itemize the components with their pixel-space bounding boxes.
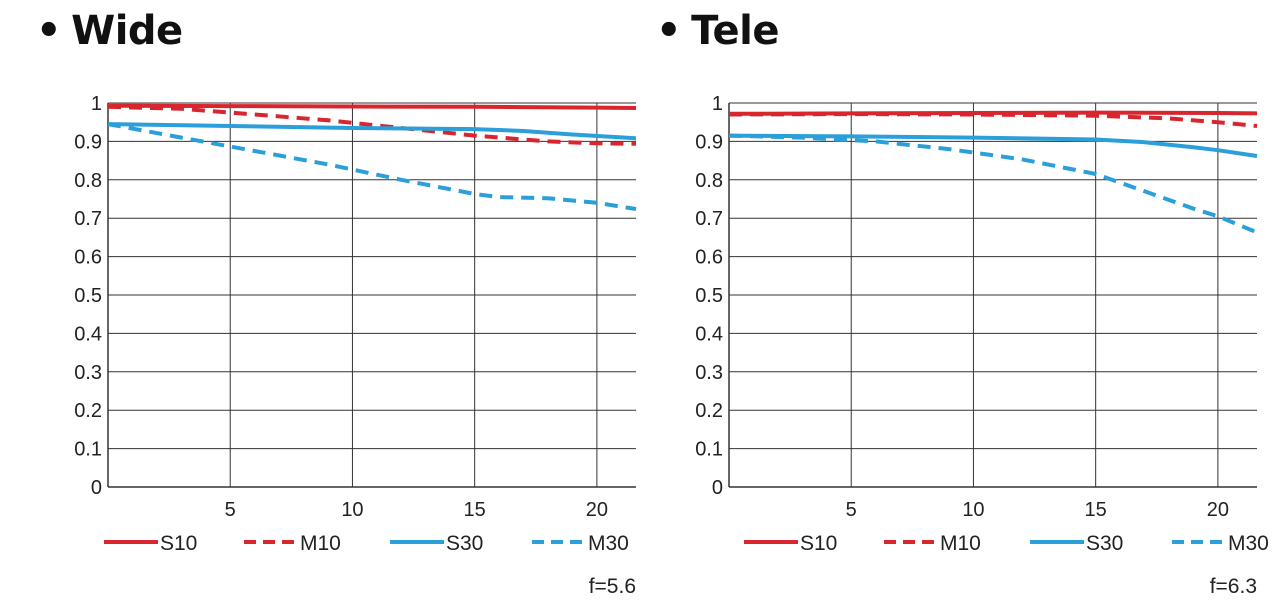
series-line-s10: [728, 110, 1258, 116]
y-tick-label: 0.5: [74, 285, 102, 307]
y-tick-label: 0.2: [695, 400, 723, 422]
tele-title-text: Tele: [691, 8, 780, 54]
x-tick-label: 20: [1207, 499, 1229, 521]
tele-panel: • Tele 0 0.1 0.2 0.3 0.4 0.5 0.6 0.7 0.8 0.9 1 5 10 15…: [640, 0, 1280, 612]
legend-label-s30: S30: [1086, 532, 1123, 555]
y-tick-label: 0.8: [74, 170, 102, 192]
y-tick-label: 0.3: [74, 362, 102, 384]
x-tick-label: 15: [464, 499, 486, 521]
x-tick-label: 5: [225, 499, 236, 521]
series-line-m30: [728, 133, 1258, 235]
x-tick-label: 15: [1085, 499, 1107, 521]
aperture-note: f=6.3: [1210, 575, 1257, 598]
y-tick-label: 0.4: [695, 323, 723, 345]
wide-title-text: Wide: [71, 8, 183, 54]
y-tick-label: 0.8: [695, 170, 723, 192]
bullet-icon: •: [656, 8, 682, 54]
y-tick-label: 0.7: [695, 208, 723, 230]
y-tick-label: 0.2: [74, 400, 102, 422]
series-line-m10: [728, 112, 1258, 128]
series-line-s30: [728, 133, 1258, 158]
y-tick-label: 0.7: [74, 208, 102, 230]
aperture-note: f=5.6: [589, 575, 636, 598]
legend-label-s10: S10: [800, 532, 837, 555]
legend-label-m10: M10: [300, 532, 341, 555]
series-line-s10: [107, 103, 637, 110]
y-tick-label: 0.6: [695, 247, 723, 269]
y-tick-label: 1: [712, 93, 723, 115]
y-tick-label: 0.1: [74, 439, 102, 461]
y-tick-label: 0.4: [74, 323, 102, 345]
legend-label-m30: M30: [588, 532, 629, 555]
y-tick-label: 0.3: [695, 362, 723, 384]
x-tick-label: 10: [341, 499, 363, 521]
x-tick-label: 10: [962, 499, 984, 521]
legend-label-m30: M30: [1228, 532, 1269, 555]
y-tick-label: 0.9: [74, 131, 102, 153]
y-tick-label: 1: [91, 93, 102, 115]
legend-label-m10: M10: [940, 532, 981, 555]
legend-label-s30: S30: [446, 532, 483, 555]
y-tick-label: 0: [91, 477, 102, 499]
series-line-m30: [107, 122, 637, 211]
y-tick-label: 0: [712, 477, 723, 499]
bullet-icon: •: [36, 8, 62, 54]
y-tick-label: 0.1: [695, 439, 723, 461]
x-tick-label: 20: [586, 499, 608, 521]
y-tick-label: 0.5: [695, 285, 723, 307]
wide-title: • Wide: [36, 8, 183, 54]
x-tick-label: 5: [846, 499, 857, 521]
series-line-s30: [107, 122, 637, 141]
wide-panel: • Wide 0 0.1 0.2 0.3 0.4 0.5 0.6 0.7 0.8 0.9 1 5 10 15…: [36, 8, 637, 598]
tele-title: • Tele: [656, 8, 780, 54]
y-tick-label: 0.6: [74, 247, 102, 269]
legend-label-s10: S10: [160, 532, 197, 555]
y-tick-label: 0.9: [695, 131, 723, 153]
